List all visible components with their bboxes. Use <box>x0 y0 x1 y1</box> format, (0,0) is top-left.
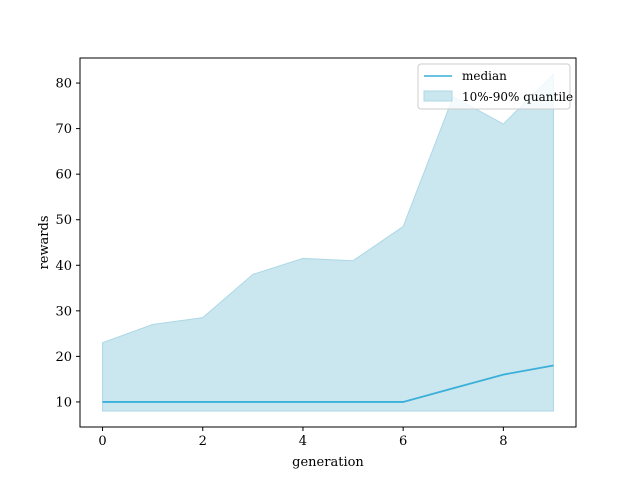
y-tick-label: 70 <box>55 122 72 137</box>
x-tick-label: 4 <box>299 434 307 449</box>
y-tick-label: 30 <box>55 304 72 319</box>
quantile-band-layer <box>102 72 554 412</box>
median-line-layer <box>102 364 554 403</box>
x-tick-label: 8 <box>499 434 507 449</box>
y-axis-ticks: 10 20 30 40 50 60 70 80 <box>55 77 80 410</box>
x-axis-ticks: 0 2 4 6 8 <box>98 427 507 449</box>
x-tick-label: 6 <box>399 434 407 449</box>
y-tick-label: 10 <box>55 395 72 410</box>
x-tick-label: 2 <box>199 434 207 449</box>
y-tick-label: 80 <box>55 77 72 92</box>
legend-box <box>417 63 571 110</box>
y-tick-label: 50 <box>55 213 72 228</box>
x-axis-label: generation <box>292 455 364 470</box>
y-axis-label: rewards <box>37 216 52 270</box>
x-tick-label: 0 <box>98 434 106 449</box>
y-tick-label: 20 <box>55 350 72 365</box>
y-tick-label: 40 <box>55 259 72 274</box>
legend-quantile-swatch <box>423 90 453 102</box>
legend-median-label: median <box>462 69 507 83</box>
plot-frame <box>79 57 577 428</box>
legend: median 10%-90% quantile <box>417 63 573 110</box>
y-tick-label: 60 <box>55 168 72 183</box>
median-line <box>102 364 554 403</box>
legend-quantile-label: 10%-90% quantile <box>462 90 573 104</box>
quantile-band <box>102 72 554 412</box>
